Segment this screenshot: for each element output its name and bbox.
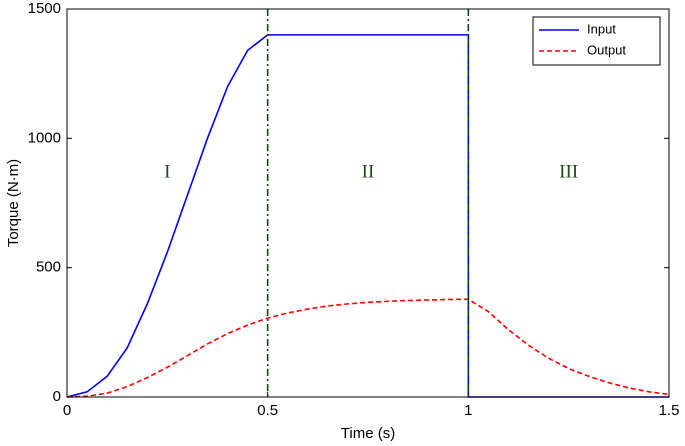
- legend-label: Input: [587, 21, 616, 36]
- region-label: III: [559, 161, 578, 182]
- legend-box: [532, 16, 661, 66]
- region-label: I: [164, 161, 170, 182]
- x-tick-label: 0: [63, 402, 71, 419]
- series-line: [66, 34, 669, 398]
- x-tick-label: 1: [464, 402, 472, 419]
- y-tick-label: 1000: [28, 129, 61, 146]
- series-line: [66, 298, 670, 398]
- y-tick-label: 500: [36, 259, 61, 276]
- x-tick-label: 1.5: [659, 402, 680, 419]
- x-axis-label: Time (s): [341, 425, 395, 442]
- y-tick-label: 1500: [28, 0, 61, 17]
- y-axis-label: Torque (N·m): [5, 159, 22, 247]
- y-tick-label: 0: [53, 388, 61, 405]
- plot-frame: [66, 8, 670, 398]
- x-tick-label: 0.5: [257, 402, 278, 419]
- legend-label: Output: [587, 42, 626, 57]
- region-label: II: [362, 161, 375, 182]
